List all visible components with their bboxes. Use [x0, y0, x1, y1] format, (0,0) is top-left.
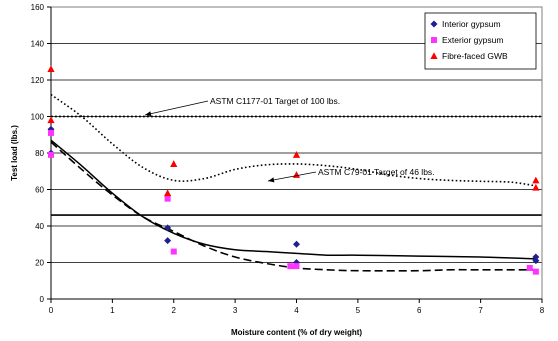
x-tick-label: 1 [110, 306, 115, 315]
annotation-arrow-line [267, 171, 317, 182]
data-point [48, 151, 54, 158]
legend-marker [430, 20, 438, 28]
x-tick-label: 6 [417, 306, 422, 315]
trend-line-dotted [50, 93, 536, 187]
x-tick-label: 7 [478, 306, 483, 315]
y-tick-label: 80 [35, 149, 44, 158]
data-point [47, 65, 55, 73]
y-tick-label: 120 [31, 76, 45, 85]
x-tick-label: 3 [233, 306, 238, 315]
legend-box [424, 12, 537, 70]
y-tick-label: 40 [35, 222, 44, 231]
data-point [532, 253, 540, 261]
data-point [164, 224, 172, 232]
legend-label: Exterior gypsum [442, 35, 503, 45]
data-point [170, 248, 177, 255]
x-tick-label: 8 [540, 306, 545, 315]
x-tick-label: 2 [172, 306, 177, 315]
reference-label: ASTM C79-01 Target of 46 lbs. [318, 167, 435, 177]
annotation-arrow-line [144, 100, 209, 116]
y-tick-label: 0 [40, 295, 45, 304]
y-axis-label: Test load (lbs.) [10, 125, 19, 181]
annotations: ASTM C1177-01 Target of 100 lbs. ASTM C79… [144, 96, 435, 183]
data-point [164, 189, 172, 197]
legend-label: Fibre-faced GWB [442, 51, 508, 61]
annotation-arrowhead [268, 177, 275, 183]
y-tick-label: 60 [35, 186, 44, 195]
data-point [532, 268, 539, 275]
data-point [287, 263, 294, 270]
x-axis-label: Moisture content (% of dry weight) [231, 328, 362, 337]
y-tick-label: 160 [31, 3, 45, 12]
data-point [293, 240, 300, 248]
legend-marker [430, 52, 438, 59]
data-point [293, 263, 300, 270]
reference-label: ASTM C1177-01 Target of 100 lbs. [210, 96, 340, 106]
data-point [292, 151, 301, 158]
legend-label: Interior gypsum [442, 19, 501, 29]
data-points [47, 65, 540, 275]
x-tick-label: 5 [356, 306, 361, 315]
data-point [164, 237, 172, 245]
data-point [526, 264, 533, 271]
y-tick-label: 140 [31, 40, 45, 49]
y-tick-label: 100 [31, 113, 45, 122]
trend-line-solid [50, 139, 536, 260]
reference-lines [51, 115, 542, 216]
data-point [164, 195, 171, 202]
legend-marker [431, 37, 437, 43]
data-point [170, 160, 178, 167]
annotation-arrowhead [145, 111, 152, 117]
data-point [532, 176, 540, 184]
tick-labels: 0 20 40 60 80 100 120 140 160 0 1 2 3 4 5 6 7 8 [31, 3, 545, 315]
x-tick-label: 4 [294, 306, 299, 315]
data-point [48, 129, 54, 136]
data-point [292, 171, 301, 178]
data-point [47, 116, 55, 124]
y-tick-label: 20 [35, 259, 44, 268]
x-tick-label: 0 [49, 306, 54, 315]
legend: Interior gypsum Exterior gypsum Fibre-face… [424, 12, 537, 70]
trend-line-dashed [50, 141, 536, 272]
data-point [532, 257, 540, 265]
data-point [532, 183, 540, 191]
trend-lines [50, 93, 536, 272]
